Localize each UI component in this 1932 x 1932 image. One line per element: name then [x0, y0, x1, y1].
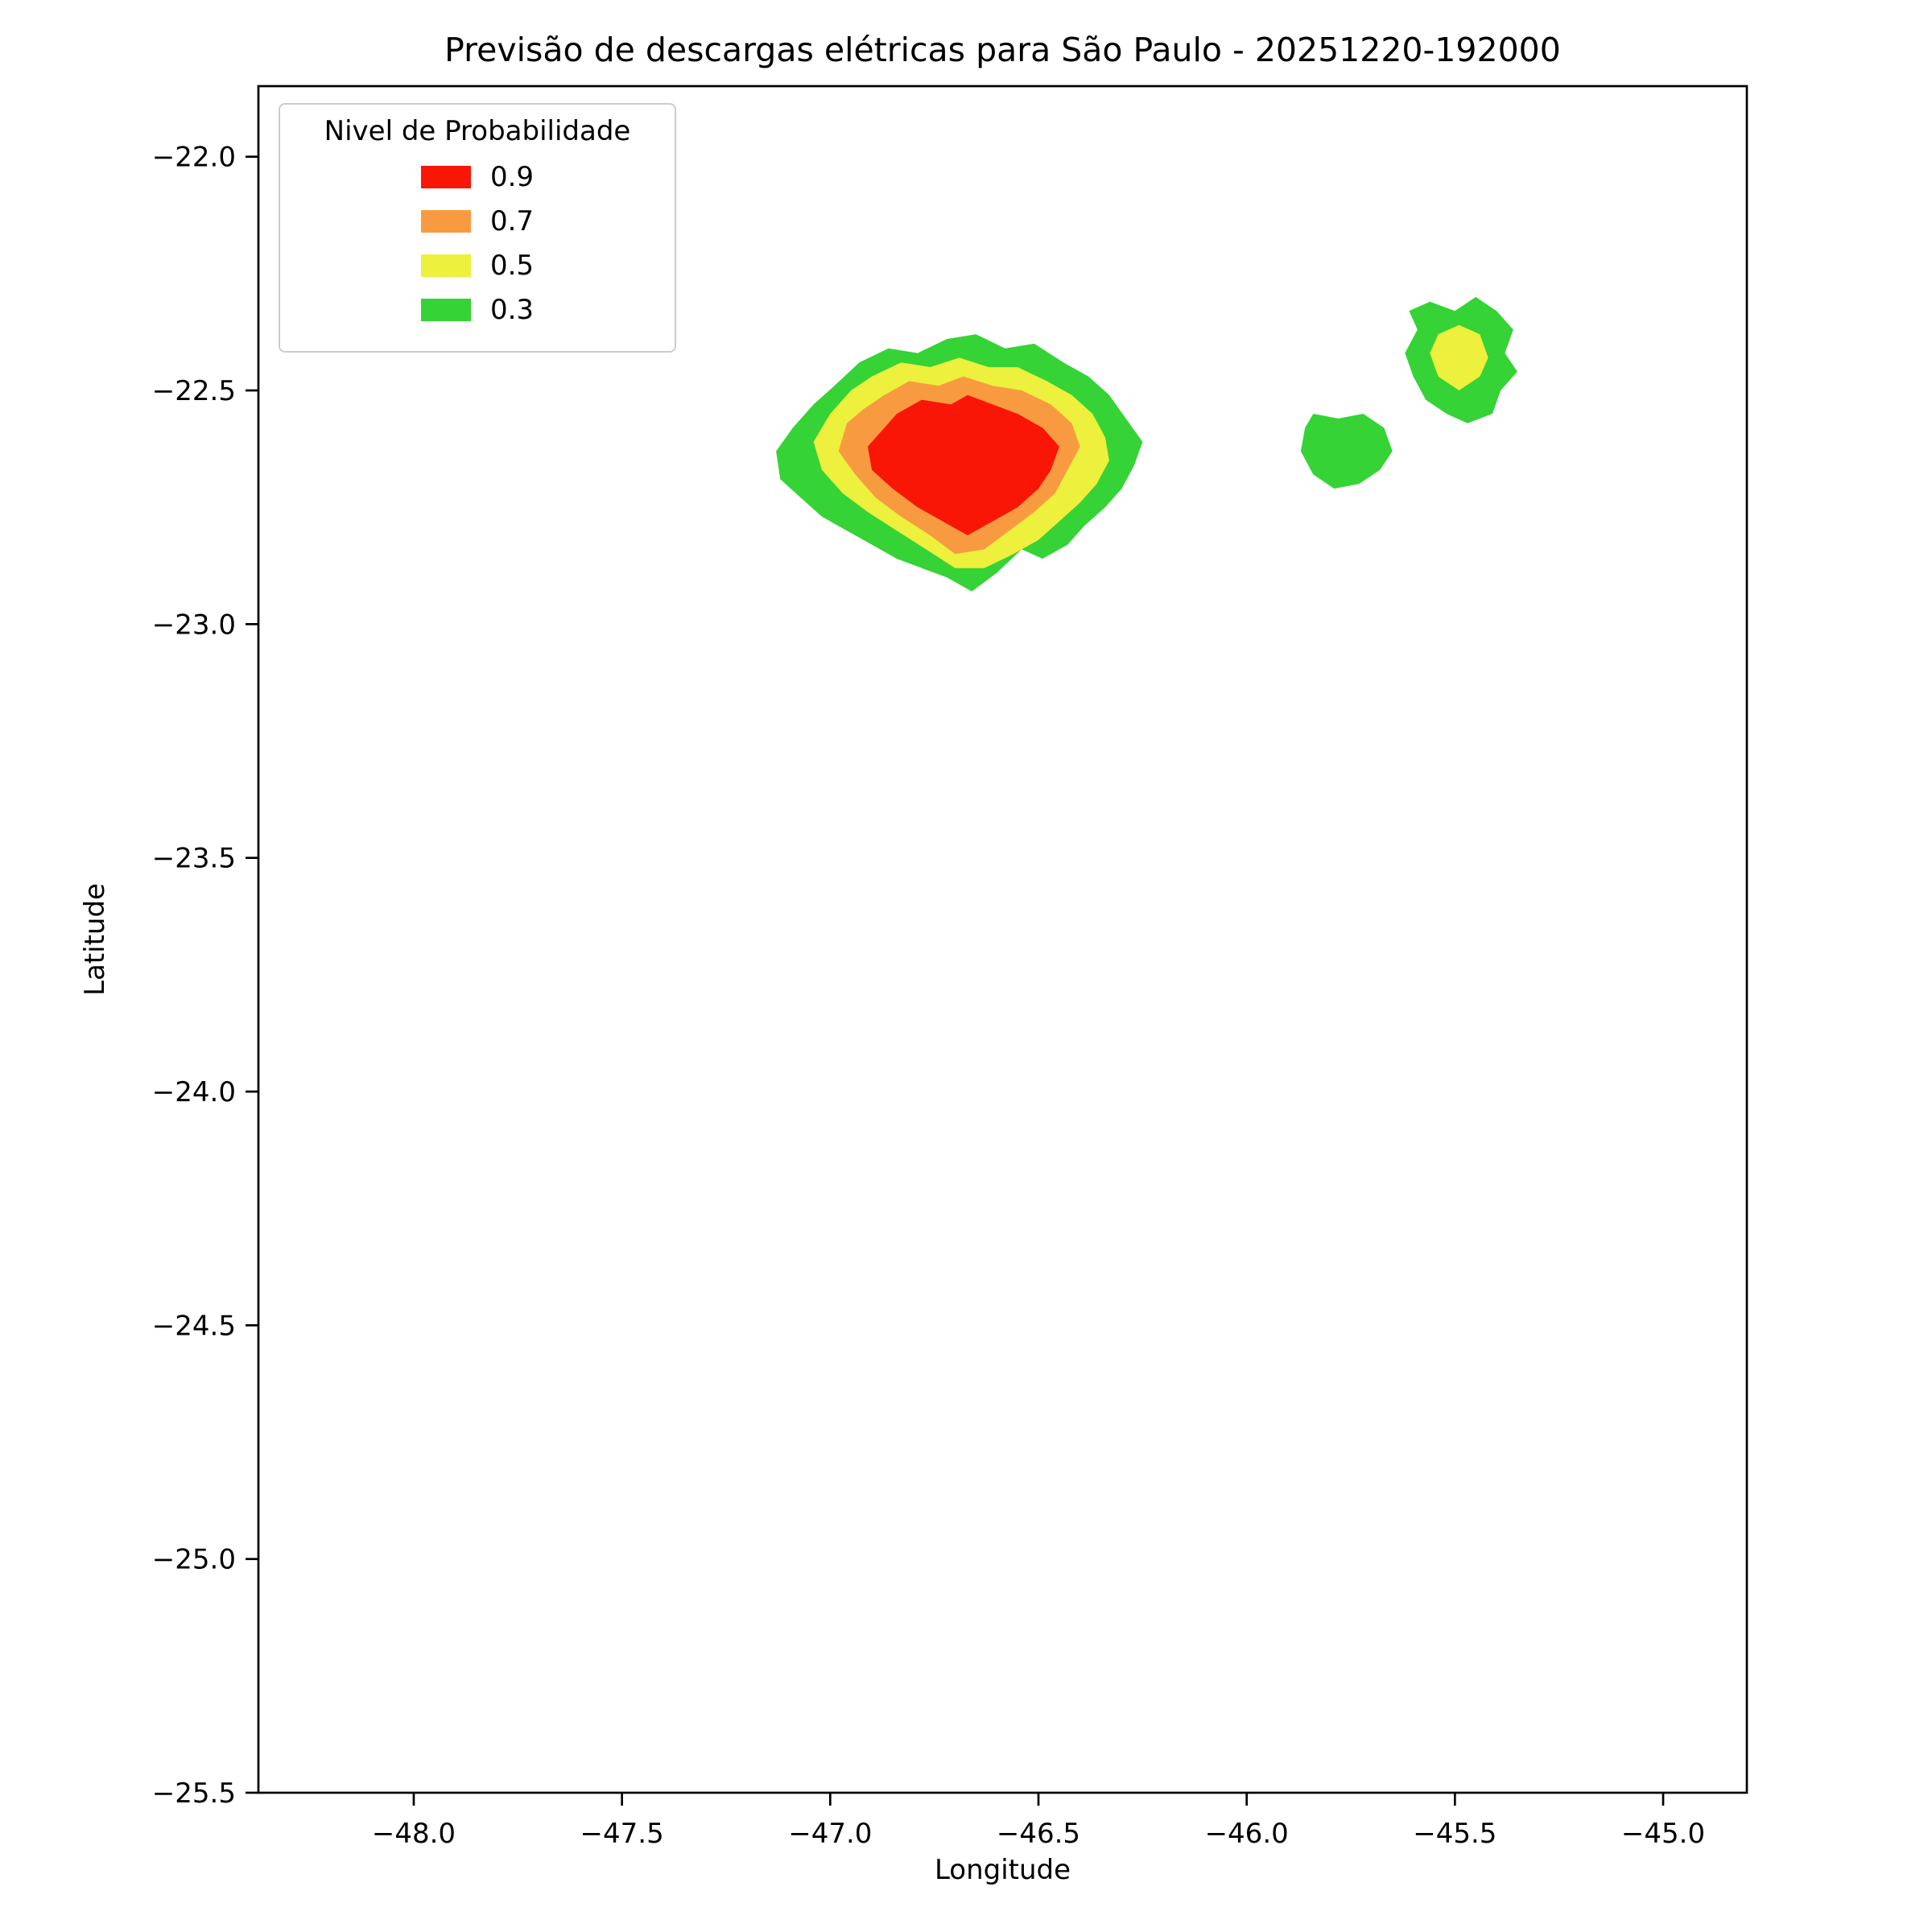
x-tick-label: −46.0	[1205, 1818, 1289, 1850]
x-tick-label: −45.5	[1413, 1818, 1496, 1850]
y-tick-label: −22.5	[152, 375, 236, 407]
y-tick-label: −24.5	[152, 1310, 236, 1342]
legend-item-0.9: 0.9	[295, 161, 660, 193]
x-tick-label: −48.0	[372, 1818, 456, 1850]
legend-label: 0.7	[489, 204, 535, 237]
legend-swatch	[420, 209, 471, 233]
contour-region-small-cell-east-p05	[1430, 324, 1488, 390]
y-tick-label: −25.5	[152, 1777, 236, 1810]
legend-title: Nivel de Probabilidade	[324, 115, 631, 147]
y-tick-label: −24.0	[152, 1076, 236, 1108]
legend: Nivel de Probabilidade 0.9 0.7 0.5 0.3	[279, 103, 676, 353]
legend-swatch	[420, 254, 471, 277]
plot-border	[257, 85, 1748, 1794]
y-tick-label: −22.0	[152, 142, 236, 174]
x-tick-label: −46.5	[997, 1818, 1080, 1850]
x-tick-label: −47.0	[788, 1818, 872, 1850]
x-tick-label: −47.5	[580, 1818, 664, 1850]
legend-item-0.5: 0.5	[295, 250, 660, 282]
y-tick-label: −23.0	[152, 609, 236, 641]
legend-label: 0.5	[489, 249, 535, 282]
x-axis-label: Longitude	[934, 1854, 1071, 1886]
legend-item-0.7: 0.7	[295, 205, 660, 237]
legend-items: 0.9 0.7 0.5 0.3	[295, 161, 660, 326]
contour-region-small-cell-west-p03	[1300, 414, 1393, 489]
legend-swatch	[420, 165, 471, 188]
y-tick-label: −23.5	[152, 843, 236, 875]
legend-item-0.3: 0.3	[295, 294, 660, 326]
y-axis-label: Latitude	[79, 883, 111, 996]
legend-label: 0.3	[489, 293, 535, 326]
legend-label: 0.9	[489, 160, 535, 193]
x-tick-label: −45.0	[1621, 1818, 1705, 1850]
chart-title: Previsão de descargas elétricas para São…	[444, 31, 1561, 69]
legend-swatch	[420, 298, 471, 321]
y-tick-label: −25.0	[152, 1544, 236, 1576]
contour-region-main-cell-p09	[867, 394, 1059, 535]
